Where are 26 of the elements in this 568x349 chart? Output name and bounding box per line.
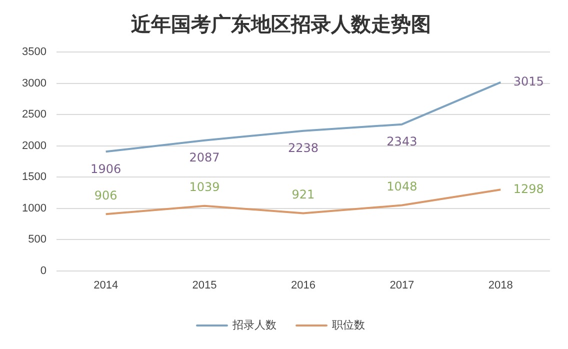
y-tick-label: 3500	[22, 46, 46, 58]
y-tick-label: 3000	[22, 77, 46, 90]
y-tick-label: 2000	[22, 140, 46, 152]
x-tick-label: 2016	[290, 279, 316, 292]
y-tick-label: 500	[28, 234, 46, 246]
y-tick-label: 1500	[22, 171, 46, 184]
y-tick-label: 0	[40, 264, 46, 277]
x-tick-label: 2017	[390, 279, 414, 292]
x-tick-label: 2018	[488, 279, 513, 292]
data-label: 906	[94, 188, 118, 202]
x-tick-label: 2015	[192, 279, 217, 292]
y-tick-label: 2500	[22, 108, 46, 121]
data-label: 921	[292, 187, 315, 202]
data-label: 1298	[513, 182, 544, 196]
data-label: 1906	[90, 162, 122, 176]
legend-label: 招录人数	[232, 320, 276, 332]
chart-title: 近年国考广东地区招录人数走势图	[130, 12, 431, 36]
data-label: 2343	[386, 134, 418, 148]
legend-label: 职位数	[332, 320, 365, 332]
data-label: 3015	[513, 74, 544, 88]
data-label: 2087	[189, 150, 220, 164]
y-tick-label: 1000	[22, 202, 46, 214]
x-tick-label: 2014	[94, 279, 118, 292]
data-label: 1039	[189, 180, 220, 194]
data-label: 2238	[288, 141, 319, 156]
data-label: 1048	[386, 179, 418, 194]
